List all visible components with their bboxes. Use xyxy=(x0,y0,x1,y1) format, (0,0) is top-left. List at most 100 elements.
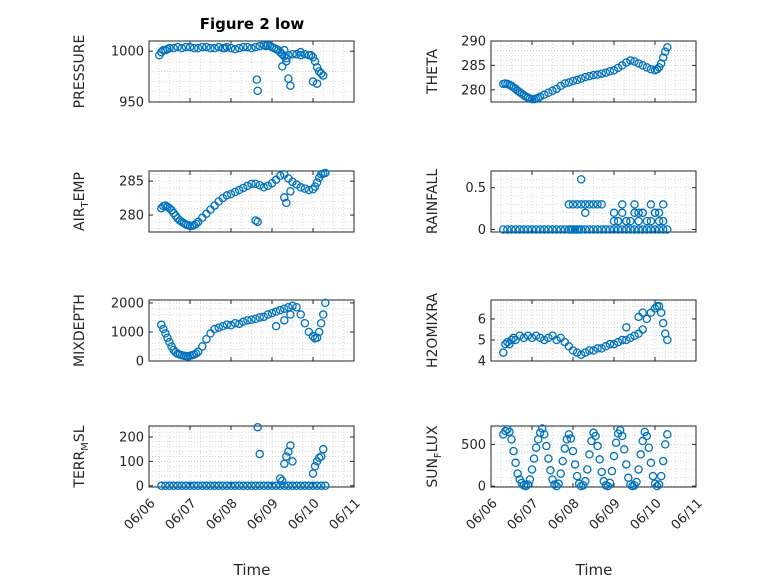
data-point xyxy=(193,347,203,356)
data-point xyxy=(556,81,565,91)
y-axis-label: SUNFLUX xyxy=(425,425,444,488)
y-tick-label: 0 xyxy=(136,355,144,370)
plot-frame xyxy=(148,170,355,233)
data-point xyxy=(613,337,623,347)
data-point xyxy=(589,70,598,80)
data-point xyxy=(511,458,520,468)
data-point xyxy=(634,225,643,234)
data-point xyxy=(527,333,537,343)
data-point xyxy=(234,319,244,329)
data-point xyxy=(521,481,531,491)
y-axis-label: AIRTEMP xyxy=(72,172,91,231)
data-point xyxy=(292,303,301,312)
data-point xyxy=(173,42,182,52)
data-point xyxy=(501,426,510,436)
data-point xyxy=(218,481,228,491)
x-tick-label: 06/08 xyxy=(546,496,583,533)
data-point xyxy=(259,183,269,192)
data-point xyxy=(642,431,652,441)
data-point xyxy=(654,225,664,234)
panel-7: 0 100 200 06/06 06/07 06/08 06/09 06/10 06/11 TER… xyxy=(72,422,364,533)
data-point xyxy=(622,225,631,234)
data-point xyxy=(198,342,207,351)
data-point xyxy=(234,185,244,195)
data-point xyxy=(304,481,314,491)
data-point xyxy=(656,59,666,68)
data-point xyxy=(181,42,191,52)
data-point xyxy=(312,481,322,491)
x-tick-label: 06/11 xyxy=(327,496,364,533)
data-point xyxy=(292,481,301,491)
data-point xyxy=(318,444,328,454)
data-point xyxy=(646,458,656,468)
data-point xyxy=(251,314,260,324)
data-point xyxy=(652,65,662,74)
data-point xyxy=(535,92,545,101)
data-point xyxy=(576,74,586,83)
y-axis-label: RAINFALL xyxy=(425,169,441,234)
panel-6: 4 5 6 H2OMIXRA xyxy=(425,293,697,370)
panel-8: 0 500 06/06 06/07 06/08 06/09 06/10 06/11 SUNFLU… xyxy=(425,424,706,533)
data-point xyxy=(523,331,533,341)
plot-frame xyxy=(148,425,355,488)
data-point xyxy=(638,225,647,234)
data-point xyxy=(169,481,178,491)
data-point xyxy=(609,66,619,75)
data-point xyxy=(661,47,670,56)
data-point xyxy=(640,427,650,437)
data-point xyxy=(300,49,310,59)
data-point xyxy=(226,43,236,53)
data-point xyxy=(617,431,627,441)
data-point xyxy=(282,452,291,461)
data-point xyxy=(654,208,664,218)
data-point xyxy=(165,481,174,491)
panel-5: 0 1000 2000 MIXDEPTH xyxy=(72,294,355,370)
data-point xyxy=(613,216,623,226)
data-point xyxy=(527,225,537,234)
data-point xyxy=(226,189,236,199)
y-tick-label: 280 xyxy=(461,83,486,98)
data-point xyxy=(275,474,285,483)
data-point xyxy=(318,71,328,80)
y-tick-label: 1000 xyxy=(111,325,144,340)
data-point xyxy=(499,348,508,357)
data-point xyxy=(306,50,316,60)
data-point xyxy=(581,476,590,486)
data-point xyxy=(634,465,643,474)
y-tick-label: 4 xyxy=(478,355,486,370)
y-tick-label: 285 xyxy=(461,59,486,74)
data-point xyxy=(535,428,545,437)
data-point xyxy=(255,313,264,322)
panel-3: 280 285 AIRTEMP xyxy=(72,168,355,233)
data-point xyxy=(310,462,320,471)
data-point xyxy=(206,43,215,53)
data-point xyxy=(622,323,631,332)
data-point xyxy=(540,90,549,99)
data-point xyxy=(538,424,547,433)
data-point xyxy=(562,435,572,444)
data-point xyxy=(597,344,606,353)
y-tick-label: 200 xyxy=(119,430,144,445)
data-point xyxy=(548,86,557,96)
data-point xyxy=(529,454,539,463)
data-point xyxy=(267,308,277,318)
data-point xyxy=(638,308,647,317)
data-point xyxy=(593,200,602,209)
data-point xyxy=(202,481,211,491)
data-point xyxy=(523,480,533,489)
data-point xyxy=(544,88,553,97)
data-point xyxy=(617,225,627,234)
plot-frame xyxy=(490,40,697,103)
data-point xyxy=(202,334,211,344)
data-point xyxy=(634,312,643,322)
data-point xyxy=(267,481,277,491)
data-point xyxy=(572,200,582,209)
data-point xyxy=(556,225,565,234)
data-point xyxy=(193,481,203,491)
plot-frame xyxy=(490,299,697,362)
data-point xyxy=(286,441,295,450)
data-point xyxy=(173,481,182,491)
y-tick-label: 1000 xyxy=(111,45,144,60)
data-point xyxy=(622,216,631,226)
data-point xyxy=(280,45,289,55)
